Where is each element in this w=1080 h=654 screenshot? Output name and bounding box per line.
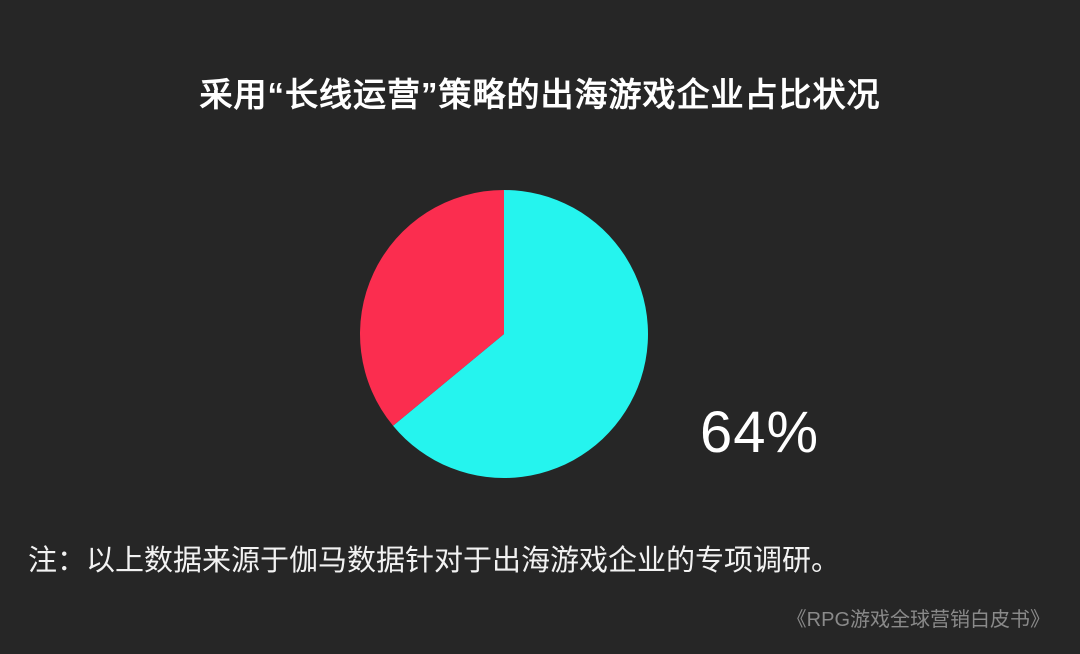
pie-slice [393, 190, 648, 478]
pie-chart-svg [360, 190, 648, 478]
footnote-text: 注：以上数据来源于伽马数据针对于出海游戏企业的专项调研。 [28, 545, 841, 577]
pie-slice-group [360, 190, 648, 478]
source-watermark: 《RPG游戏全球营销白皮书》 [786, 609, 1050, 631]
pie-slice [360, 190, 504, 426]
pie-value-callout: 64% [700, 400, 820, 465]
page-title: 采用“长线运营”策略的出海游戏企业占比状况 [199, 76, 881, 113]
pie-chart [360, 190, 648, 478]
